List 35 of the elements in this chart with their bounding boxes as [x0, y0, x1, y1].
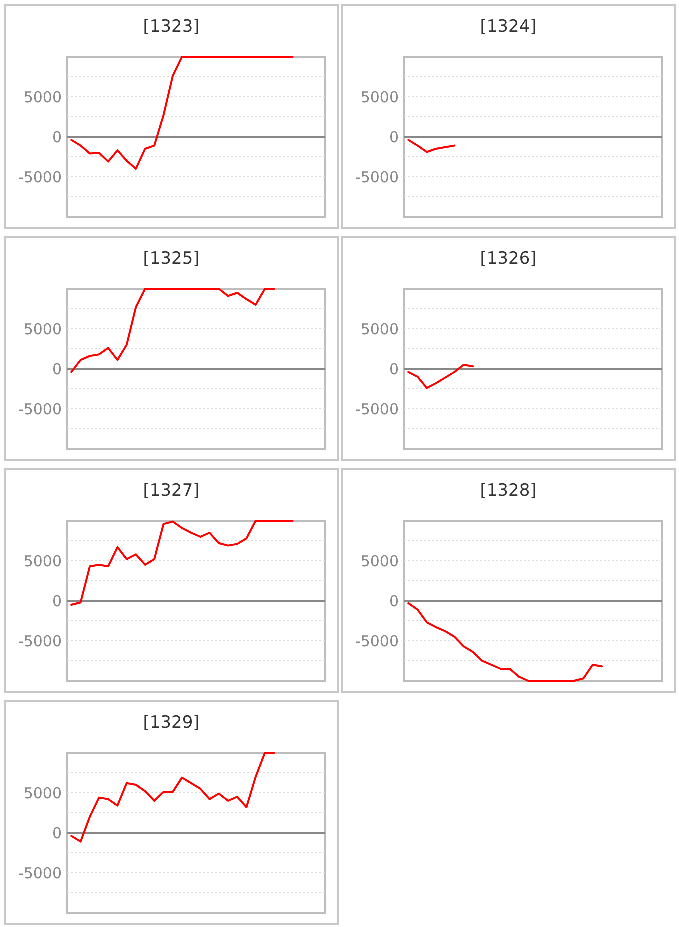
y-tick-label: -5000: [18, 864, 62, 882]
y-tick-label: 0: [52, 824, 62, 842]
y-tick-label: -5000: [355, 168, 399, 186]
y-tick-label: 5000: [360, 88, 399, 106]
line-series: [70, 288, 276, 374]
y-tick-label: -5000: [355, 400, 399, 418]
y-tick-label: -5000: [18, 168, 62, 186]
line-series: [70, 56, 294, 170]
chart-title: [1328]: [480, 481, 537, 501]
y-tick-label: 5000: [24, 88, 62, 106]
chart-title: [1326]: [480, 249, 537, 269]
chart-title: [1324]: [480, 17, 537, 37]
line-series: [70, 520, 294, 606]
y-tick-label: 0: [52, 128, 62, 146]
y-tick-label: 5000: [24, 784, 62, 802]
y-tick-label: 0: [389, 592, 399, 610]
y-tick-label: 5000: [360, 552, 399, 570]
y-tick-label: -5000: [355, 632, 399, 650]
chart-title: [1329]: [143, 713, 200, 733]
line-series: [408, 602, 604, 682]
y-tick-label: 5000: [24, 320, 62, 338]
chart-title: [1327]: [143, 481, 200, 501]
y-tick-label: 5000: [360, 320, 399, 338]
chart-title: [1323]: [143, 17, 200, 37]
chart-title: [1325]: [143, 249, 200, 269]
line-series: [408, 364, 474, 390]
y-tick-label: -5000: [18, 400, 62, 418]
y-tick-label: 0: [389, 128, 399, 146]
line-series: [408, 139, 456, 154]
y-tick-label: 0: [389, 360, 399, 378]
y-tick-label: 0: [52, 360, 62, 378]
y-tick-label: -5000: [18, 632, 62, 650]
y-tick-label: 5000: [24, 552, 62, 570]
y-tick-label: 0: [52, 592, 62, 610]
line-series: [70, 752, 276, 843]
